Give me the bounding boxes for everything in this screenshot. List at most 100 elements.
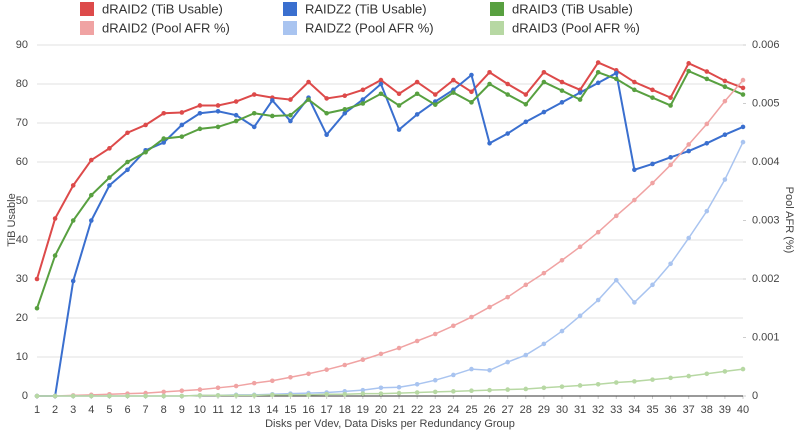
- point: [179, 110, 185, 115]
- point: [414, 390, 420, 395]
- point: [541, 385, 547, 391]
- point: [740, 77, 746, 83]
- y-tick-label: 80: [16, 78, 28, 90]
- point: [270, 378, 275, 384]
- point: [613, 70, 619, 76]
- x-tick-label: 32: [592, 404, 604, 416]
- point: [650, 377, 655, 382]
- point: [378, 385, 384, 391]
- point: [559, 100, 565, 105]
- point: [396, 127, 402, 132]
- y2-tick-label: 0: [752, 390, 758, 402]
- point: [233, 383, 239, 389]
- point: [686, 235, 691, 241]
- y-tick-label: 70: [16, 117, 28, 129]
- x-tick-label: 33: [610, 404, 622, 416]
- point: [432, 389, 438, 395]
- series-line: [36, 61, 744, 280]
- point: [125, 159, 130, 165]
- point: [288, 97, 293, 102]
- point: [70, 278, 76, 284]
- point: [251, 380, 257, 386]
- x-tick-label: 11: [212, 404, 223, 416]
- point: [577, 244, 583, 250]
- point: [378, 77, 384, 83]
- point: [650, 282, 655, 288]
- point: [613, 277, 619, 283]
- point: [523, 101, 529, 107]
- x-tick-label: 30: [556, 404, 568, 416]
- point: [505, 131, 510, 136]
- point: [469, 100, 474, 105]
- point: [378, 391, 384, 396]
- x-tick-label: 3: [70, 404, 76, 416]
- point: [251, 110, 257, 116]
- point: [215, 103, 221, 108]
- point: [595, 229, 601, 235]
- point: [668, 155, 673, 160]
- point: [432, 331, 438, 337]
- point: [396, 103, 402, 108]
- point: [595, 80, 601, 86]
- y2-axis-title: Pool AFR (%): [783, 187, 795, 254]
- point: [505, 81, 510, 87]
- point: [89, 218, 94, 223]
- x-tick-label: 7: [143, 404, 149, 416]
- point: [396, 345, 402, 351]
- point: [197, 110, 203, 116]
- point: [704, 121, 710, 127]
- x-tick-label: 21: [393, 404, 405, 416]
- point: [107, 393, 112, 399]
- point: [722, 132, 728, 137]
- point: [360, 387, 366, 393]
- point: [559, 79, 565, 85]
- point: [34, 305, 40, 311]
- point: [288, 118, 293, 124]
- point: [360, 391, 366, 396]
- series-line: [37, 71, 744, 397]
- x-tick-label: 37: [683, 404, 695, 416]
- point: [541, 109, 547, 115]
- point: [686, 68, 691, 74]
- point: [632, 87, 637, 93]
- x-tick-label: 6: [124, 404, 130, 416]
- point: [306, 79, 311, 85]
- point: [107, 146, 112, 151]
- point: [469, 388, 474, 394]
- legend-swatch: [80, 21, 94, 35]
- point: [722, 369, 728, 374]
- point: [650, 161, 655, 167]
- point: [632, 197, 637, 203]
- point: [161, 136, 167, 141]
- point: [233, 112, 239, 118]
- point: [451, 372, 456, 378]
- y-tick-label: 60: [16, 156, 28, 168]
- point: [523, 92, 529, 97]
- point: [324, 96, 329, 101]
- x-tick-label: 26: [483, 404, 495, 416]
- point: [668, 162, 673, 168]
- x-tick-label: 24: [447, 404, 459, 416]
- point: [324, 110, 329, 116]
- y-tick-label: 10: [16, 351, 28, 363]
- point: [595, 297, 601, 303]
- x-tick-label: 10: [194, 404, 206, 416]
- point: [342, 107, 348, 112]
- x-tick-label: 35: [646, 404, 658, 416]
- point: [523, 282, 529, 288]
- point: [396, 384, 402, 390]
- point: [595, 60, 601, 65]
- point: [34, 276, 40, 282]
- point: [414, 338, 420, 344]
- point: [668, 261, 673, 267]
- x-tick-label: 1: [34, 404, 40, 416]
- legend-label: dRAID2 (TiB Usable): [102, 1, 223, 16]
- point: [215, 393, 221, 398]
- point: [107, 183, 112, 188]
- x-tick-label: 38: [701, 404, 713, 416]
- point: [668, 103, 673, 108]
- point: [342, 362, 348, 368]
- point: [559, 328, 565, 334]
- y-tick-label: 90: [16, 39, 28, 51]
- legend-label: RAIDZ2 (Pool AFR %): [305, 20, 434, 35]
